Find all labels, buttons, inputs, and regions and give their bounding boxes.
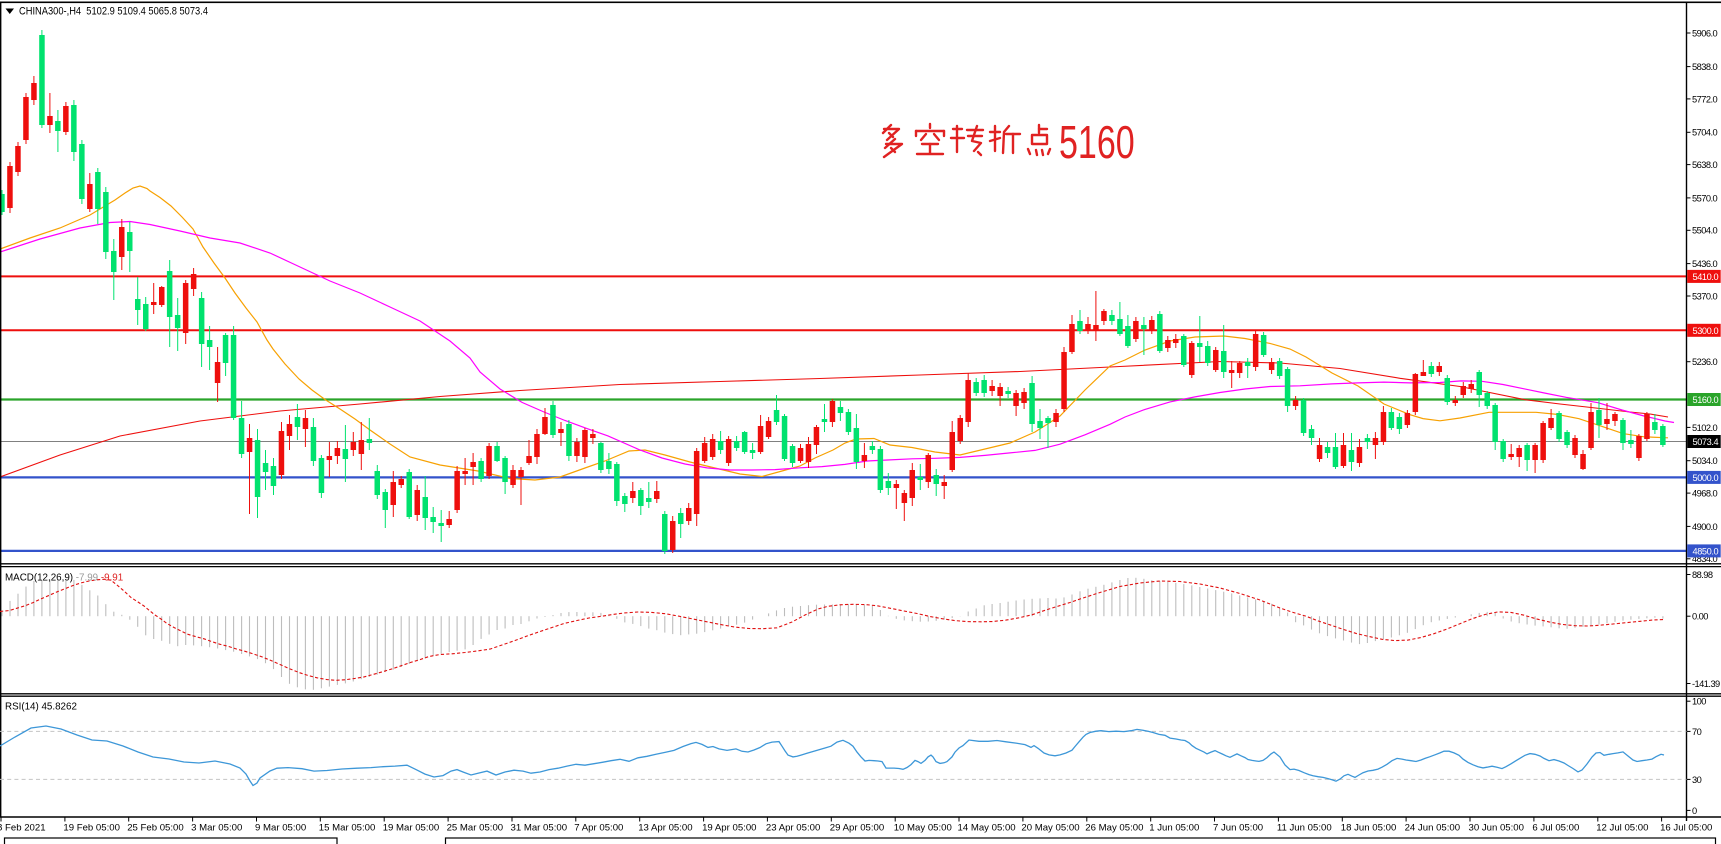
- svg-text:6 Jul 05:00: 6 Jul 05:00: [1532, 823, 1579, 834]
- svg-text:30 Jun 05:00: 30 Jun 05:00: [1469, 823, 1524, 834]
- svg-text:18 Jun 05:00: 18 Jun 05:00: [1341, 823, 1396, 834]
- svg-text:5436.0: 5436.0: [1692, 259, 1718, 269]
- svg-text:8 Feb 2021: 8 Feb 2021: [0, 823, 46, 834]
- svg-text:14 May 05:00: 14 May 05:00: [958, 823, 1016, 834]
- svg-text:25 Mar 05:00: 25 Mar 05:00: [447, 823, 504, 834]
- svg-text:19 Mar 05:00: 19 Mar 05:00: [383, 823, 440, 834]
- svg-text:19 Feb 05:00: 19 Feb 05:00: [63, 823, 120, 834]
- svg-text:15 Mar 05:00: 15 Mar 05:00: [319, 823, 376, 834]
- svg-text:23 Apr 05:00: 23 Apr 05:00: [766, 823, 820, 834]
- svg-text:30: 30: [1692, 775, 1702, 785]
- svg-text:CHINA300-,H4 5102.9 5109.4 50: CHINA300-,H4 5102.9 5109.4 5065.8 5073.4: [19, 6, 208, 18]
- svg-text:5504.0: 5504.0: [1692, 226, 1718, 236]
- svg-text:11 Jun 05:00: 11 Jun 05:00: [1277, 823, 1332, 834]
- svg-text:RSI(14) 45.8262: RSI(14) 45.8262: [5, 702, 77, 713]
- svg-text:9 Mar 05:00: 9 Mar 05:00: [255, 823, 306, 834]
- svg-text:26 May 05:00: 26 May 05:00: [1085, 823, 1143, 834]
- svg-text:5906.0: 5906.0: [1692, 28, 1718, 38]
- svg-text:25 Feb 05:00: 25 Feb 05:00: [127, 823, 184, 834]
- svg-text:4968.0: 4968.0: [1692, 489, 1718, 499]
- svg-text:0: 0: [1692, 806, 1697, 816]
- svg-text:5838.0: 5838.0: [1692, 62, 1718, 72]
- svg-text:0.00: 0.00: [1692, 612, 1708, 622]
- svg-text:1 Jun 05:00: 1 Jun 05:00: [1149, 823, 1199, 834]
- svg-text:5300.0: 5300.0: [1693, 326, 1719, 336]
- svg-text:20 May 05:00: 20 May 05:00: [1021, 823, 1079, 834]
- svg-text:4900.0: 4900.0: [1692, 522, 1718, 532]
- svg-text:13 Apr 05:00: 13 Apr 05:00: [638, 823, 692, 834]
- svg-text:5102.0: 5102.0: [1692, 423, 1718, 433]
- svg-text:7 Apr 05:00: 7 Apr 05:00: [574, 823, 623, 834]
- svg-text:5410.0: 5410.0: [1693, 272, 1719, 282]
- svg-text:4850.0: 4850.0: [1693, 547, 1719, 557]
- svg-text:5570.0: 5570.0: [1692, 193, 1718, 203]
- svg-text:29 Apr 05:00: 29 Apr 05:00: [830, 823, 884, 834]
- svg-text:MACD(12,26,9) -7.99 -9.91: MACD(12,26,9) -7.99 -9.91: [5, 573, 123, 584]
- svg-text:5704.0: 5704.0: [1692, 128, 1718, 138]
- svg-text:5638.0: 5638.0: [1692, 160, 1718, 170]
- svg-text:5370.0: 5370.0: [1692, 291, 1718, 301]
- svg-text:16 Jul 05:00: 16 Jul 05:00: [1660, 823, 1712, 834]
- svg-text:10 May 05:00: 10 May 05:00: [894, 823, 952, 834]
- svg-text:-141.39: -141.39: [1692, 679, 1720, 689]
- svg-text:4834.0: 4834.0: [1692, 554, 1718, 564]
- svg-text:19 Apr 05:00: 19 Apr 05:00: [702, 823, 756, 834]
- svg-text:100: 100: [1692, 697, 1706, 707]
- svg-text:5073.4: 5073.4: [1693, 437, 1719, 447]
- svg-text:31 Mar 05:00: 31 Mar 05:00: [511, 823, 568, 834]
- svg-text:88.98: 88.98: [1692, 570, 1713, 580]
- svg-text:24 Jun 05:00: 24 Jun 05:00: [1405, 823, 1460, 834]
- svg-text:5160.0: 5160.0: [1693, 395, 1719, 405]
- svg-text:5772.0: 5772.0: [1692, 94, 1718, 104]
- svg-text:5160: 5160: [1059, 116, 1135, 168]
- svg-text:12 Jul 05:00: 12 Jul 05:00: [1596, 823, 1648, 834]
- svg-text:7 Jun 05:00: 7 Jun 05:00: [1213, 823, 1263, 834]
- svg-text:5236.0: 5236.0: [1692, 357, 1718, 367]
- svg-text:5034.0: 5034.0: [1692, 456, 1718, 466]
- svg-text:70: 70: [1692, 727, 1702, 737]
- svg-text:5000.0: 5000.0: [1693, 473, 1719, 483]
- svg-text:3 Mar 05:00: 3 Mar 05:00: [191, 823, 242, 834]
